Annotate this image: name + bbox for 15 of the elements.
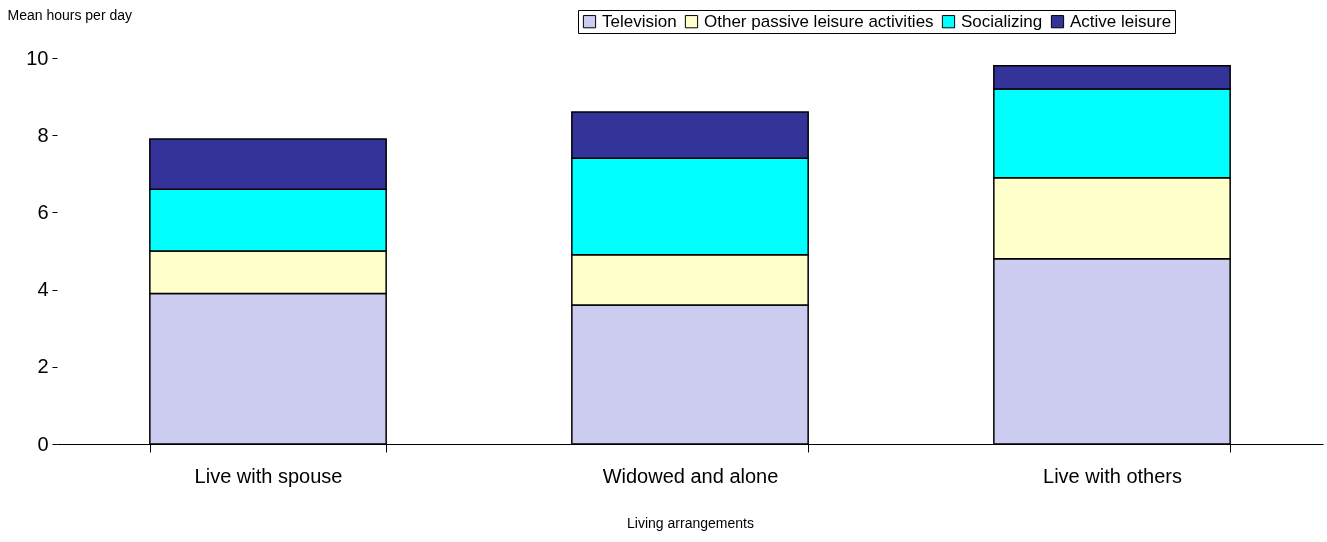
legend-label: Other passive leisure activities xyxy=(704,11,934,31)
y-tick-label: 6 xyxy=(37,200,49,223)
y-tick-label: 4 xyxy=(37,278,49,301)
y-axis-title: Mean hours per day xyxy=(7,6,133,23)
legend-label: Active leisure xyxy=(1070,11,1172,31)
x-tick-label: Live with spouse xyxy=(194,464,343,487)
x-tick-label: Live with others xyxy=(1043,464,1182,487)
legend-label: Socializing xyxy=(961,11,1043,31)
y-tick-label: 10 xyxy=(26,46,49,69)
legend-label: Television xyxy=(602,11,677,31)
y-tick-label: 0 xyxy=(37,432,49,455)
x-axis-title: Living arrangements xyxy=(627,514,754,531)
y-tick-label: 2 xyxy=(37,355,49,378)
x-tick-label: Widowed and alone xyxy=(602,464,779,487)
y-tick-label: 8 xyxy=(37,123,49,146)
